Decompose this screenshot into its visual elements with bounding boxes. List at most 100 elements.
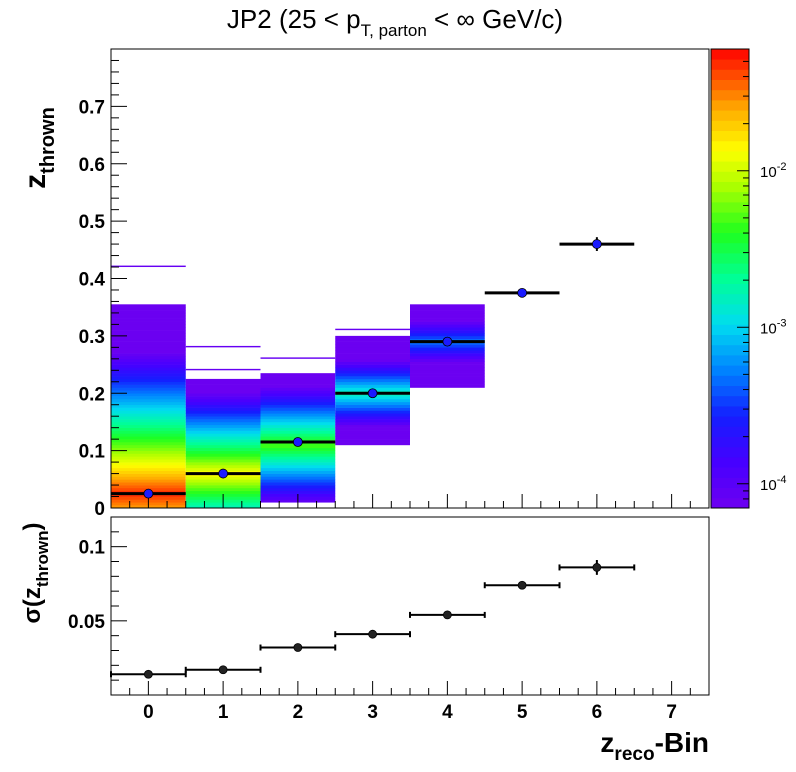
heatmap-cell	[335, 430, 410, 434]
heatmap-cell	[111, 413, 186, 417]
top-markers	[111, 237, 635, 499]
data-point	[592, 563, 602, 572]
heatmap-cell	[335, 427, 410, 431]
y-tick-label: 0.05	[68, 612, 105, 633]
heatmap-cell	[185, 419, 261, 423]
heatmap-cell	[111, 324, 186, 328]
heatmap-cell	[111, 387, 186, 391]
heatmap-cell	[185, 398, 261, 403]
heatmap-cell	[111, 424, 186, 428]
heatmap-cell	[260, 398, 336, 403]
heatmap-cell	[111, 353, 186, 357]
heatmap-cell	[410, 381, 485, 385]
colorbar-band	[711, 304, 749, 315]
heatmap-cell	[410, 350, 485, 354]
heatmap-cell	[185, 410, 261, 414]
heatmap-cell	[260, 453, 336, 457]
heatmap-cell	[185, 447, 261, 451]
heatmap-cell	[111, 367, 186, 371]
data-point	[143, 669, 153, 679]
colorbar-band	[711, 283, 749, 295]
heatmap-cell	[185, 450, 261, 454]
heatmap-cell	[410, 353, 485, 357]
data-point	[517, 580, 527, 590]
heatmap-cell	[185, 378, 261, 383]
heatmap-cell	[111, 393, 186, 397]
heatmap-cell	[185, 384, 261, 388]
heatmap-cell	[335, 373, 410, 377]
heatmap-cell	[260, 396, 336, 400]
heatmap-cell	[111, 304, 186, 308]
heatmap-cell	[335, 401, 410, 406]
colorbar-band	[711, 334, 749, 346]
heatmap-cell	[335, 347, 410, 351]
heatmap-cell	[111, 327, 186, 331]
top-panel: 0 0.1 0.2 0.3 0.4 0.5 0.6 0.7	[79, 48, 710, 520]
heatmap-cell	[185, 407, 261, 411]
heatmap-cell	[111, 315, 186, 319]
heatmap-cell	[410, 347, 485, 351]
heatmap-cell	[410, 373, 485, 377]
heatmap-cell	[260, 376, 336, 380]
colorbar-band	[711, 293, 749, 305]
heatmap-cell	[111, 338, 186, 342]
bottom-axis-ticks: 0.05 0.1 0 1 2 3 4 5 6 7	[68, 516, 710, 723]
heatmap-cell	[335, 376, 410, 380]
heatmap-cell	[111, 344, 186, 348]
heatmap-cell	[335, 328, 410, 331]
heatmap-cell	[410, 321, 485, 325]
colorbar-tick-label: 10-3	[760, 317, 786, 337]
heatmap-cell	[111, 427, 186, 431]
heatmap-cell	[410, 324, 485, 328]
colorbar-band	[711, 263, 749, 274]
colorbar-band	[711, 457, 749, 468]
colorbar-band	[711, 151, 749, 162]
heatmap-cell	[260, 479, 336, 483]
colorbar-band	[711, 242, 749, 254]
heatmap-cell	[185, 387, 261, 391]
heatmap-cell	[185, 487, 261, 492]
heatmap-cell	[185, 368, 261, 371]
heatmap-cell	[410, 370, 485, 374]
heatmap-cell	[111, 447, 186, 451]
heatmap-cell	[111, 421, 186, 426]
heatmap-cell	[260, 473, 336, 477]
heatmap-cell	[185, 456, 261, 460]
heatmap-cell	[335, 442, 410, 446]
colorbar-band	[711, 120, 749, 131]
heatmap-cell	[111, 347, 186, 351]
heatmap-cell	[111, 453, 186, 457]
heatmap-cell	[260, 424, 336, 428]
heatmap-cell	[260, 462, 336, 466]
heatmap-cell	[260, 430, 336, 434]
heatmap-cell	[260, 476, 336, 480]
colorbar-band	[711, 324, 749, 335]
colorbar-band	[711, 375, 749, 386]
heatmap-cell	[111, 390, 186, 394]
heatmap-cell	[335, 439, 410, 443]
heatmap-cell	[410, 378, 485, 383]
colorbar-band	[711, 89, 749, 101]
heatmap-cell	[335, 424, 410, 428]
heatmap-cell	[111, 376, 186, 380]
heatmap-cell	[335, 353, 410, 357]
y-tick-label: 0.4	[79, 270, 106, 291]
heatmap-cell	[410, 358, 485, 362]
heatmap-cell	[111, 318, 186, 322]
heatmap-cell	[185, 401, 261, 406]
heatmap-cell	[335, 344, 410, 348]
x-tick-label: 3	[367, 702, 378, 723]
heatmap-cell	[410, 315, 485, 319]
heatmap-cell	[111, 333, 186, 337]
heatmap-cell	[410, 361, 485, 365]
data-point	[143, 488, 154, 499]
heatmap-cell	[260, 401, 336, 406]
heatmap-cell	[111, 312, 186, 317]
heatmap-cell	[260, 456, 336, 460]
heatmap-cell	[111, 404, 186, 408]
heatmap-cell	[111, 459, 186, 463]
heatmap-cell	[111, 381, 186, 385]
heatmap-cell	[335, 416, 410, 420]
heatmap-cell	[260, 419, 336, 423]
heatmap-cell	[185, 396, 261, 400]
